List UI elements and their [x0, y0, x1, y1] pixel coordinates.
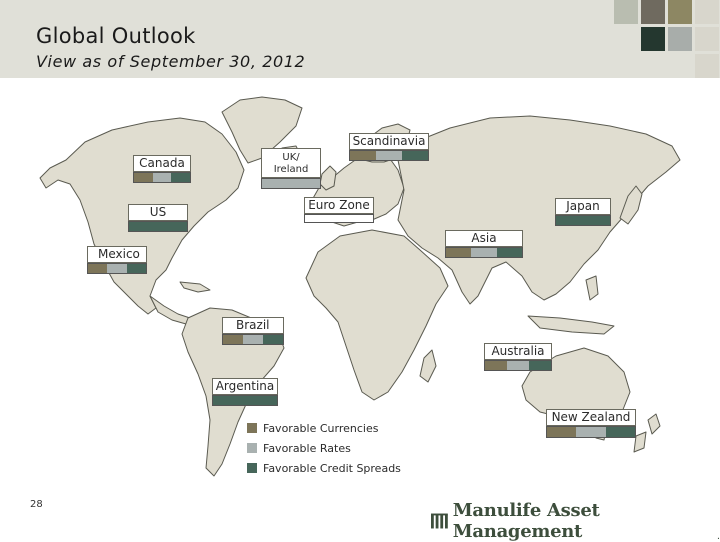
legend-swatch [247, 463, 257, 473]
indicator-currencies [547, 427, 577, 437]
indicator-bar-us [128, 221, 188, 232]
region-label-australia: Australia [484, 343, 552, 360]
header-swatch [614, 0, 638, 24]
region-label-mexico: Mexico [87, 246, 147, 263]
indicator-credit [556, 216, 610, 225]
legend-item-currencies: Favorable Currencies [247, 422, 378, 435]
region-label-us: US [128, 204, 188, 221]
legend-swatch [247, 443, 257, 453]
indicator-currencies [485, 361, 507, 370]
indonesia-shape [527, 315, 615, 335]
region-label-uk-line2: Ireland [273, 164, 309, 175]
indicator-credit [263, 335, 283, 344]
region-label-scandinavia: Scandinavia [349, 133, 429, 150]
region-label-japan: Japan [555, 198, 611, 215]
legend-label: Favorable Credit Spreads [263, 462, 401, 475]
indicator-bar-newzealand [546, 426, 636, 438]
legend-item-credit: Favorable Credit Spreads [247, 462, 401, 475]
indicator-credit [129, 222, 187, 231]
legend-swatch [247, 423, 257, 433]
indicator-rates [471, 248, 497, 257]
manulife-logo-icon [431, 513, 448, 529]
indicator-currencies [223, 335, 243, 344]
indicator-bar-argentina [212, 395, 278, 406]
indicator-credit [402, 151, 428, 160]
region-label-newzealand: New Zealand [546, 409, 636, 426]
indicator-bar-brazil [222, 334, 284, 345]
indicator-bar-scandinavia [349, 150, 429, 161]
indicator-bar-australia [484, 360, 552, 371]
company-name: Manulife Asset Management [452, 500, 600, 542]
region-label-uk: UK/ Ireland [261, 148, 321, 178]
indicator-bar-asia [445, 247, 523, 258]
greenland-shape [221, 96, 303, 164]
new-zealand-shape [633, 431, 647, 453]
indicator-rates [152, 173, 172, 182]
indicator-bar-uk [261, 178, 321, 189]
indicator-currencies [88, 264, 108, 273]
page-title: Global Outlook [36, 24, 196, 48]
indicator-credit [496, 248, 522, 257]
company-logo: Manulife Asset Management . [431, 500, 720, 542]
header-swatch [641, 0, 665, 24]
header-swatch [695, 27, 719, 51]
region-label-eurozone: Euro Zone [304, 197, 374, 214]
indicator-currencies [134, 173, 153, 182]
indicator-currencies [350, 151, 376, 160]
new-zealand-shape [647, 413, 661, 435]
indicator-rates [262, 179, 320, 188]
indicator-rates [576, 427, 606, 437]
page-subtitle: View as of September 30, 2012 [36, 52, 306, 71]
uk-shape [319, 165, 337, 191]
header-swatch [668, 0, 692, 24]
indicator-bar-mexico [87, 263, 147, 274]
central-america-shape [149, 295, 191, 325]
japan-shape [619, 185, 643, 225]
region-label-brazil: Brazil [222, 317, 284, 334]
header-band: Global Outlook View as of September 30, … [0, 0, 720, 78]
header-swatch [695, 0, 719, 24]
indicator-credit [171, 173, 191, 182]
indicator-rates [243, 335, 263, 344]
page-number: 28 [30, 499, 43, 510]
indicator-bar-canada [133, 172, 191, 183]
company-trademark: . [716, 531, 720, 542]
legend-item-rates: Favorable Rates [247, 442, 351, 455]
indicator-rates [376, 151, 402, 160]
caribbean-shape [179, 281, 211, 293]
indicator-credit [605, 427, 635, 437]
region-label-asia: Asia [445, 230, 523, 247]
indicator-currencies [446, 248, 472, 257]
header-swatch [641, 27, 665, 51]
africa-shape [305, 229, 449, 401]
indicator-bar-japan [555, 215, 611, 226]
philippines-shape [585, 275, 599, 301]
region-label-canada: Canada [133, 155, 191, 172]
indicator-bar-eurozone [304, 214, 374, 223]
indicator-credit [529, 361, 551, 370]
indicator-rates [107, 264, 127, 273]
legend-label: Favorable Rates [263, 442, 351, 455]
legend-label: Favorable Currencies [263, 422, 379, 435]
indicator-credit [126, 264, 146, 273]
madagascar-shape [419, 349, 437, 383]
indicator-credit [213, 396, 277, 405]
region-label-uk-line1: UK/ [282, 152, 300, 163]
indicator-rates [507, 361, 529, 370]
header-swatch [668, 27, 692, 51]
region-label-argentina: Argentina [212, 378, 278, 395]
header-swatch [695, 54, 719, 78]
